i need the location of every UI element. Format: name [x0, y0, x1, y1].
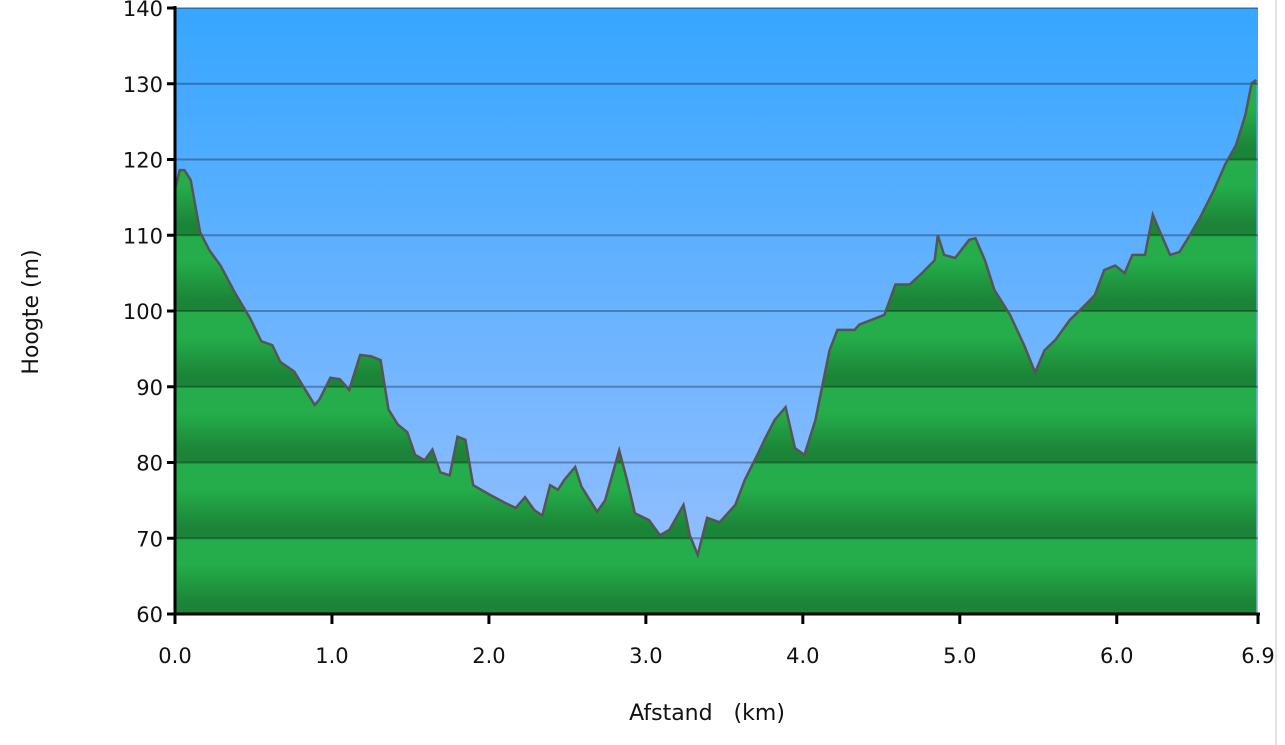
- x-tick-label: 5.0: [943, 644, 976, 668]
- y-tick-label: 100: [123, 300, 163, 324]
- y-tick-label: 110: [123, 224, 163, 248]
- elevation-line: [173, 78, 1258, 559]
- y-tick-label: 60: [136, 603, 163, 627]
- y-tick-label: 130: [123, 73, 163, 97]
- y-tick-label: 80: [136, 452, 163, 476]
- x-tick-label: 4.0: [786, 644, 819, 668]
- x-tick-label: 6.9: [1241, 644, 1274, 668]
- y-tick-label: 90: [136, 376, 163, 400]
- y-tick-label: 140: [123, 0, 163, 21]
- x-tick-label: 0.0: [158, 644, 191, 668]
- y-tick-label: 120: [123, 149, 163, 173]
- y-tick-label: 70: [136, 527, 163, 551]
- x-axis-title: Afstand (km): [629, 701, 785, 726]
- x-tick-label: 2.0: [472, 644, 505, 668]
- x-tick-label: 3.0: [629, 644, 662, 668]
- elevation-area: [175, 80, 1257, 614]
- y-axis-title: Hoogte (m): [19, 249, 44, 374]
- x-tick-label: 1.0: [315, 644, 348, 668]
- gridlines: [175, 7, 1258, 540]
- x-tick-label: 6.0: [1100, 644, 1133, 668]
